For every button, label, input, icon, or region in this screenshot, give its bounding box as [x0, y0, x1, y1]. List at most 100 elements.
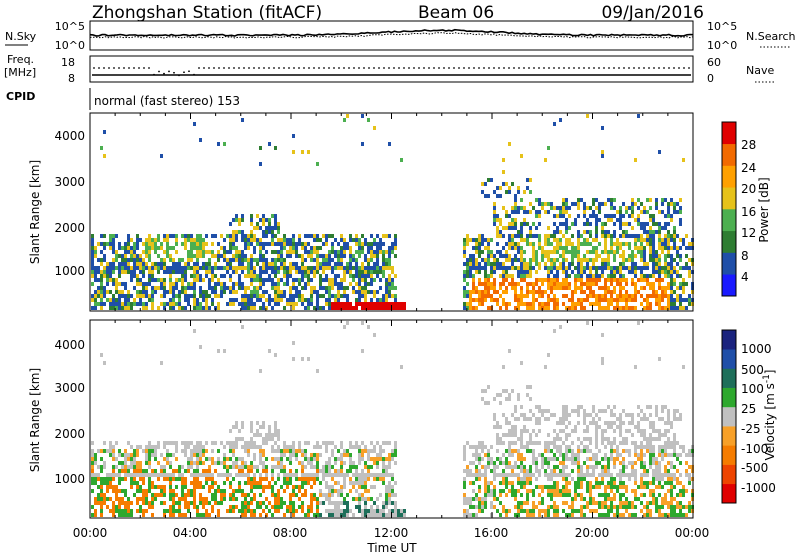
power-cell	[382, 254, 385, 258]
velocity-cell	[535, 469, 538, 473]
power-cell	[286, 278, 289, 282]
power-cell	[676, 298, 679, 302]
power-cell	[514, 210, 517, 214]
velocity-cell	[181, 485, 184, 489]
velocity-cell	[529, 397, 532, 401]
power-cell	[139, 254, 142, 258]
velocity-cell	[361, 349, 364, 353]
velocity-cell	[280, 465, 283, 469]
velocity-cell	[112, 505, 115, 509]
velocity-cell	[571, 409, 574, 413]
velocity-cell	[547, 473, 550, 477]
power-cell	[184, 290, 187, 294]
power-cell	[604, 250, 607, 254]
velocity-cell	[340, 461, 343, 465]
power-cell	[361, 266, 364, 270]
velocity-cell	[493, 397, 496, 401]
velocity-cell	[127, 509, 130, 513]
power-cell	[337, 282, 340, 286]
power-cell	[655, 254, 658, 258]
power-cell	[316, 262, 319, 266]
velocity-cell	[526, 469, 529, 473]
velocity-cell	[250, 441, 253, 445]
power-cell	[553, 294, 556, 298]
velocity-cell	[484, 469, 487, 473]
velocity-cell	[151, 497, 154, 501]
velocity-cell	[511, 425, 514, 429]
power-cell	[595, 270, 598, 274]
power-cell	[256, 294, 259, 298]
velocity-cell	[166, 473, 169, 477]
power-cell	[253, 278, 256, 282]
velocity-cell	[535, 417, 538, 421]
power-cell	[100, 282, 103, 286]
power-cell	[685, 254, 688, 258]
power-cell	[580, 306, 583, 310]
power-cell	[541, 294, 544, 298]
velocity-cell	[106, 505, 109, 509]
power-cell	[574, 266, 577, 270]
power-cell	[262, 230, 265, 234]
power-cell	[142, 294, 145, 298]
power-cell	[508, 214, 511, 218]
power-cell	[658, 222, 661, 226]
power-cell	[646, 278, 649, 282]
power-cell	[301, 302, 304, 306]
power-cell	[475, 270, 478, 274]
velocity-cell	[640, 429, 643, 433]
velocity-cell	[574, 429, 577, 433]
velocity-cell	[370, 473, 373, 477]
power-cell	[94, 290, 97, 294]
velocity-cell	[268, 429, 271, 433]
power-cell	[121, 294, 124, 298]
velocity-cell	[220, 493, 223, 497]
power-cell	[91, 306, 94, 310]
velocity-cell	[469, 469, 472, 473]
velocity-cell	[274, 457, 277, 461]
power-cell	[259, 254, 262, 258]
power-cell	[655, 302, 658, 306]
power-cell	[97, 286, 100, 290]
power-cell	[232, 290, 235, 294]
power-cell	[607, 286, 610, 290]
power-cell	[514, 222, 517, 226]
velocity-cell	[592, 497, 595, 501]
power-cell	[574, 250, 577, 254]
power-cell	[259, 250, 262, 254]
velocity-cell	[532, 501, 535, 505]
velocity-cell	[616, 453, 619, 457]
power-cell	[679, 286, 682, 290]
power-cell	[511, 226, 514, 230]
velocity-cell	[124, 469, 127, 473]
power-cell	[235, 290, 238, 294]
power-cell	[655, 222, 658, 226]
power-cell	[523, 222, 526, 226]
power-cell	[595, 302, 598, 306]
velocity-cell	[199, 473, 202, 477]
velocity-cell	[562, 457, 565, 461]
velocity-cell	[643, 481, 646, 485]
power-cell	[628, 242, 631, 246]
velocity-cell	[262, 449, 265, 453]
velocity-cell	[355, 441, 358, 445]
velocity-cell	[583, 429, 586, 433]
velocity-cell	[523, 469, 526, 473]
power-cell	[529, 202, 532, 206]
velocity-cell	[556, 509, 559, 513]
velocity-cell	[256, 485, 259, 489]
velocity-cell	[385, 473, 388, 477]
power-cell	[493, 254, 496, 258]
power-cell	[610, 198, 613, 202]
power-cell	[643, 262, 646, 266]
power-cell	[223, 246, 226, 250]
velocity-cell	[583, 409, 586, 413]
nave-point	[183, 71, 185, 74]
power-cell	[145, 266, 148, 270]
velocity-cell	[586, 445, 589, 449]
power-cell	[355, 258, 358, 262]
power-cell	[244, 274, 247, 278]
power-cell	[118, 274, 121, 278]
power-cell	[517, 302, 520, 306]
velocity-cell	[190, 473, 193, 477]
velocity-cell	[568, 433, 571, 437]
